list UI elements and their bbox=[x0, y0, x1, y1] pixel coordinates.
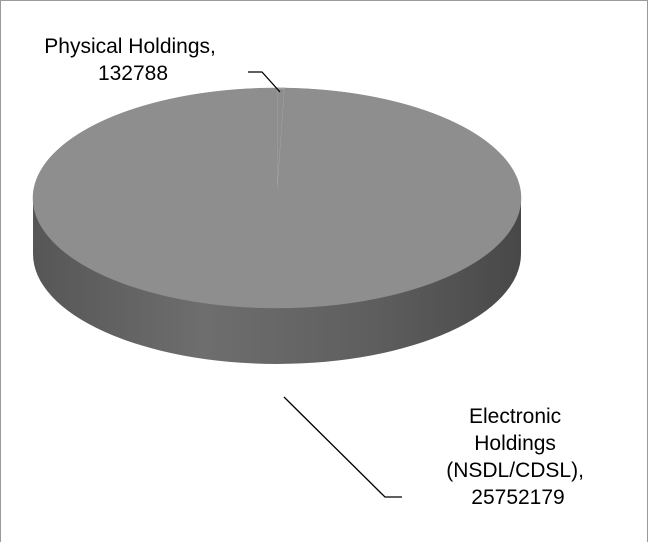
slice-label-electronic: Electronic Holdings (NSDL/CDSL), 2575217… bbox=[446, 405, 590, 509]
slice-label-electronic-line-1: Electronic bbox=[469, 405, 561, 428]
leader-line-physical bbox=[248, 71, 281, 93]
pie-slice-electronic-holdings bbox=[32, 87, 522, 309]
slice-label-electronic-line-3: (NSDL/CDSL), bbox=[446, 459, 584, 482]
slice-label-electronic-line-4: 25752179 bbox=[471, 486, 564, 509]
slice-label-electronic-line-2: Holdings bbox=[474, 432, 556, 455]
leader-line-electronic bbox=[283, 396, 402, 498]
slice-label-physical-line-1: Physical Holdings, bbox=[44, 35, 216, 58]
pie-side-wall bbox=[33, 198, 521, 364]
slice-label-physical-line-2: 132788 bbox=[98, 62, 168, 85]
slice-label-physical: Physical Holdings, 132788 bbox=[44, 35, 221, 85]
